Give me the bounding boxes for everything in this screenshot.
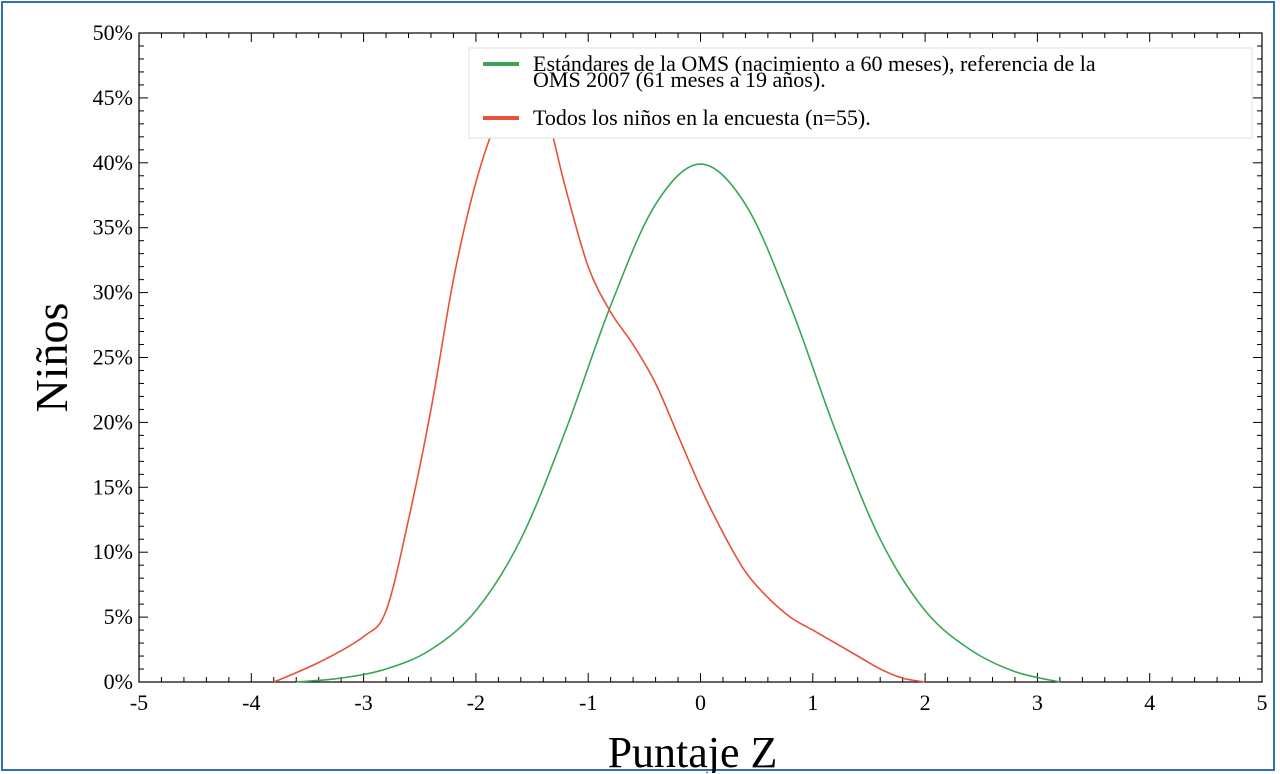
legend-box	[468, 47, 1253, 139]
x-tick-label: -2	[467, 690, 485, 715]
x-tick-label: 4	[1144, 690, 1155, 715]
y-tick-label: 0%	[104, 669, 133, 694]
x-tick-label: -1	[579, 690, 597, 715]
x-tick-label: 3	[1032, 690, 1043, 715]
y-tick-label: 50%	[93, 20, 133, 45]
y-axis-title: Niños	[26, 303, 77, 413]
legend-label-who: Estándares de la OMS (nacimiento a 60 me…	[533, 51, 1096, 92]
legend: Estándares de la OMS (nacimiento a 60 me…	[468, 47, 1253, 139]
y-tick-label: 20%	[93, 409, 133, 434]
y-tick-label: 40%	[93, 150, 133, 175]
x-tick-label: 5	[1257, 690, 1268, 715]
y-tick-label: 15%	[93, 474, 133, 499]
chart: -5 -4 -3 -2 -1 0 1 2 3 4 50%5%10%15%20%25%30%35%40…	[26, 20, 1268, 773]
axis-ticks: -5 -4 -3 -2 -1 0 1 2 3 4 50%5%10%15%20%25%30%35%40…	[93, 20, 1268, 715]
series-layer	[273, 83, 1061, 683]
x-tick-label: -4	[242, 690, 260, 715]
legend-label-who-line2: OMS 2007 (61 meses a 19 años).	[533, 67, 826, 92]
legend-label-who-line1: Estándares de la OMS (nacimiento a 60 me…	[533, 51, 1096, 76]
x-tick-label: -5	[130, 690, 148, 715]
y-tick-label: 45%	[93, 85, 133, 110]
x-tick-label: 2	[920, 690, 931, 715]
y-tick-label: 5%	[104, 604, 133, 629]
y-tick-label: 25%	[93, 345, 133, 370]
x-tick-label: 0	[695, 690, 706, 715]
legend-label-survey: Todos los niños en la encuesta (n=55).	[533, 105, 871, 130]
series-line-survey	[273, 83, 926, 683]
x-tick-label: 1	[807, 690, 818, 715]
y-tick-label: 35%	[93, 215, 133, 240]
series-line-who	[296, 163, 1061, 683]
y-tick-label: 10%	[93, 539, 133, 564]
y-tick-label: 30%	[93, 280, 133, 305]
x-tick-label: -3	[354, 690, 372, 715]
x-axis-title: Puntaje Z	[608, 728, 778, 773]
